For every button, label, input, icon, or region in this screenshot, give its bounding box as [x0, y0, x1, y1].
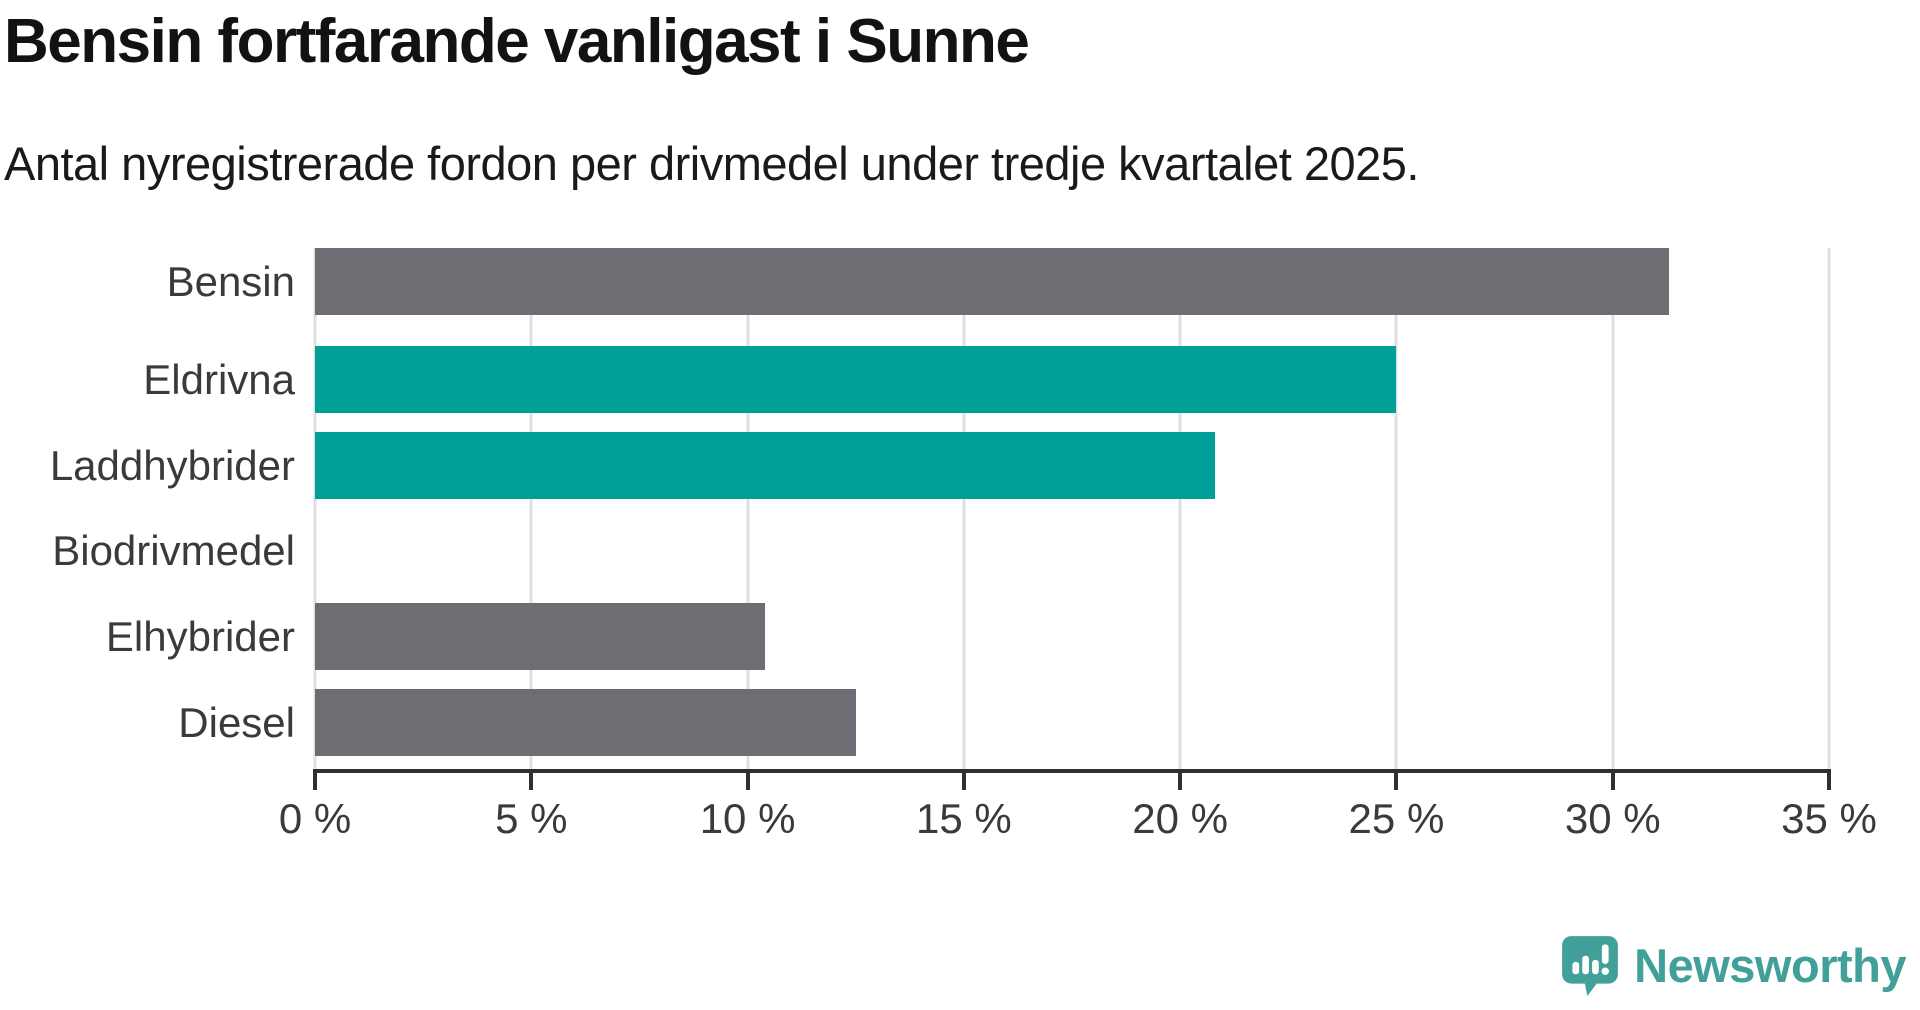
bar-eldrivna — [315, 346, 1397, 413]
axis-tick — [313, 773, 317, 790]
bar-diesel — [315, 689, 856, 756]
x-tick-label: 5 % — [495, 795, 568, 842]
x-tick-label: 15 % — [915, 795, 1012, 842]
gridline — [746, 248, 750, 769]
gridline — [1827, 248, 1831, 769]
x-tick-label: 0 % — [278, 795, 352, 842]
category-label: Laddhybrider — [49, 442, 295, 489]
category-label: Eldrivna — [143, 356, 295, 403]
axis-tick — [961, 773, 966, 790]
gridline — [962, 248, 966, 769]
axis-tick — [1827, 773, 1831, 790]
axis-tick — [745, 773, 750, 790]
gridline — [1611, 248, 1615, 769]
axis-tick — [529, 773, 534, 790]
category-label: Bensin — [166, 258, 295, 305]
category-label: Diesel — [178, 699, 295, 746]
axis-tick — [1610, 773, 1615, 790]
bar-row-eldrivna: Eldrivna — [143, 346, 1829, 413]
newsworthy-logo-icon — [1562, 936, 1619, 996]
bar-laddhybrider — [315, 432, 1215, 499]
x-tick-label: 10 % — [699, 795, 796, 842]
x-tick-label: 25 % — [1348, 795, 1445, 842]
bar-row-elhybrider: Elhybrider — [106, 603, 1829, 670]
bar-row-bensin: Bensin — [167, 248, 1829, 315]
gridline — [1394, 248, 1398, 769]
axis-tick — [1178, 773, 1183, 790]
gridline — [1178, 248, 1182, 769]
chart-title: Bensin fortfarande vanligast i Sunne — [4, 7, 1030, 76]
chart-subtitle: Antal nyregistrerade fordon per drivmede… — [4, 137, 1419, 190]
axis-tick — [1394, 773, 1399, 790]
newsworthy-logo-text: Newsworthy — [1634, 938, 1906, 992]
category-label: Biodrivmedel — [52, 527, 295, 574]
gridline — [529, 248, 533, 769]
newsworthy-brand: Newsworthy — [1560, 934, 1906, 996]
x-tick-label: 20 % — [1132, 795, 1229, 842]
gridline — [313, 248, 317, 769]
bar-row-laddhybrider: Laddhybrider — [50, 432, 1829, 499]
x-tick-label: 30 % — [1564, 795, 1661, 842]
bar-row-biodrivmedel: Biodrivmedel — [52, 517, 1829, 584]
bar-elhybrider — [315, 603, 765, 670]
plot-area: Eldrivna Laddhybrider Biodrivmedel Elhyb… — [50, 248, 1831, 769]
category-label: Elhybrider — [105, 613, 295, 660]
bar-bensin — [315, 248, 1669, 315]
x-axis-line: 0 % 5 % 10 % 15 % 20 % 25 % 30 % 35 % — [279, 769, 1877, 842]
x-tick-label: 35 % — [1781, 795, 1877, 842]
bar-row-diesel: Diesel — [178, 689, 1829, 756]
